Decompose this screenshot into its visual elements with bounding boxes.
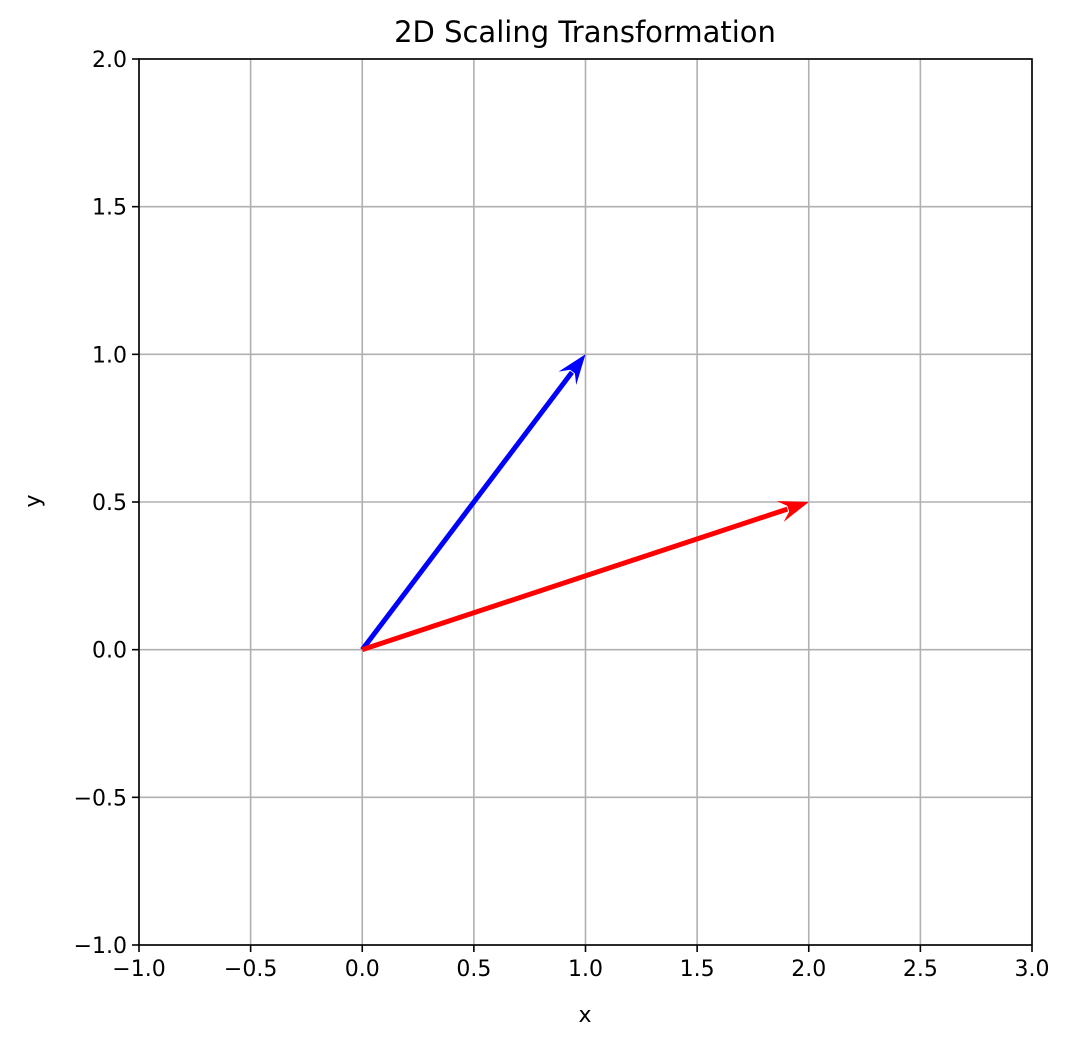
x-tick-label: −1.0 [112, 957, 165, 982]
x-tick-label: 2.0 [791, 957, 826, 982]
x-tick-label: 0.5 [456, 957, 491, 982]
grid [138, 58, 1033, 946]
x-tick-label: −0.5 [224, 957, 277, 982]
vector-shaft [360, 370, 574, 652]
vector-arrowhead [558, 354, 586, 385]
y-axis-label: y [21, 494, 46, 507]
y-tick-label: 0.0 [92, 639, 127, 664]
y-tick-label: −0.5 [74, 786, 127, 811]
y-axis: −1.0 −0.5 0.0 0.5 1.0 1.5 2.0 [74, 48, 139, 959]
y-tick-label: 1.0 [92, 343, 127, 368]
x-axis: −1.0 −0.5 0.0 0.5 1.0 1.5 2.0 2.5 3.0 [112, 945, 1050, 982]
vector-shaft [361, 506, 789, 653]
x-tick-label: 1.0 [568, 957, 603, 982]
y-tick-label: 2.0 [92, 48, 127, 73]
x-tick-label: 0.0 [345, 957, 380, 982]
x-tick-label: 1.5 [680, 957, 715, 982]
vector-arrowhead [776, 501, 809, 522]
y-tick-label: 1.5 [92, 196, 127, 221]
x-tick-label: 3.0 [1015, 957, 1050, 982]
chart-title: 2D Scaling Transformation [394, 15, 776, 49]
x-axis-label: x [578, 1003, 591, 1028]
vectors [360, 354, 809, 653]
y-tick-label: 0.5 [92, 491, 127, 516]
x-tick-label: 2.5 [903, 957, 938, 982]
y-tick-label: −1.0 [74, 934, 127, 959]
vector-2 [361, 501, 809, 653]
vector-1 [360, 354, 586, 652]
